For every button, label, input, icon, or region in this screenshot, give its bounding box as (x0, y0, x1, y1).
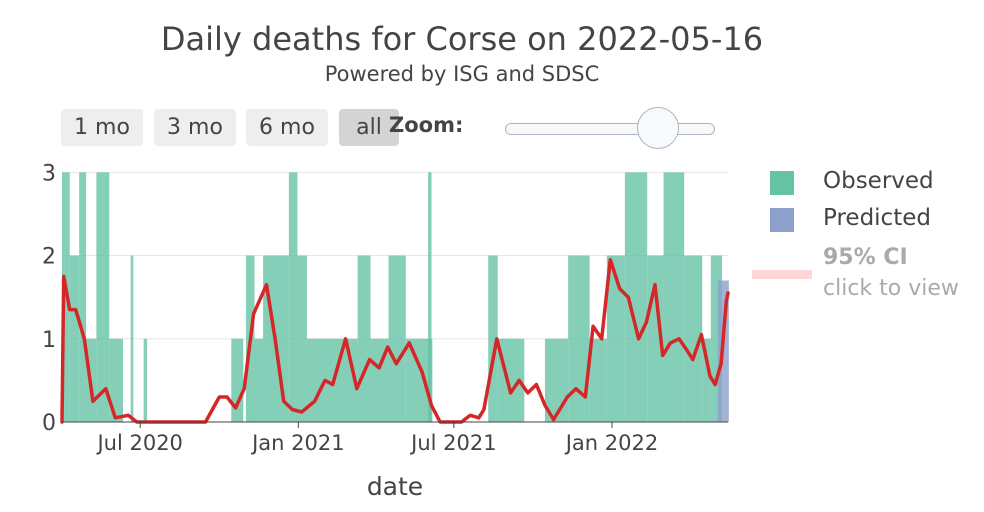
x-tick-label: Jan 2021 (250, 431, 345, 455)
observed-bar[interactable] (288, 172, 298, 422)
observed-bar[interactable] (663, 172, 685, 422)
legend-observed-swatch (770, 171, 794, 195)
observed-bar[interactable] (96, 172, 110, 422)
x-axis-title: date (366, 472, 424, 501)
zoom-3-month-button[interactable]: 3 mo (154, 109, 236, 146)
observed-bar[interactable] (79, 172, 87, 422)
legend-predicted-label: Predicted (823, 205, 931, 231)
observed-bar[interactable] (254, 338, 264, 422)
observed-bar[interactable] (69, 255, 80, 422)
x-tick-label: Jul 2020 (95, 431, 182, 455)
observed-bar[interactable] (306, 338, 334, 422)
x-tick-label: Jul 2021 (409, 431, 496, 455)
observed-bar[interactable] (624, 172, 648, 422)
observed-bar[interactable] (143, 338, 148, 422)
legend-observed-label: Observed (823, 168, 934, 194)
observed-bar[interactable] (702, 338, 711, 422)
chart-title: Daily deaths for Corse on 2022-05-16 (160, 20, 764, 58)
zoom-label: Zoom: (389, 113, 464, 137)
axes: 0 1 2 3 Jul 2020 Jan 2021 Jul 2021 Jan 2022 (42, 161, 728, 455)
zoom-all-button[interactable]: all (339, 109, 399, 146)
observed-bar[interactable] (405, 338, 433, 422)
x-tick-label: Jan 2022 (564, 431, 659, 455)
observed-bar[interactable] (297, 255, 307, 422)
observed-bar[interactable] (488, 255, 498, 422)
observed-bar[interactable] (109, 338, 124, 422)
y-tick-label: 0 (42, 411, 56, 436)
observed-bar[interactable] (684, 255, 703, 422)
observed-bar[interactable] (428, 172, 432, 422)
y-tick-label: 1 (42, 328, 56, 353)
y-tick-label: 2 (42, 245, 56, 270)
legend-ci-label[interactable]: 95% CI (823, 245, 908, 270)
observed-bar[interactable] (357, 255, 371, 422)
observed-bar[interactable] (589, 338, 607, 422)
zoom-6-month-button[interactable]: 6 mo (246, 109, 328, 146)
observed-bar[interactable] (710, 255, 722, 422)
y-tick-label: 3 (42, 161, 56, 186)
observed-bar[interactable] (568, 255, 590, 422)
zoom-slider-handle[interactable] (637, 107, 679, 149)
observed-bar[interactable] (606, 255, 625, 422)
observed-bar[interactable] (130, 255, 134, 422)
legend-predicted-swatch (770, 208, 794, 232)
observed-bar[interactable] (231, 338, 244, 422)
zoom-1-month-button[interactable]: 1 mo (61, 109, 143, 146)
chart-subtitle: Powered by ISG and SDSC (324, 62, 600, 86)
observed-bar[interactable] (388, 255, 406, 422)
legend-ci-hint[interactable]: click to view (823, 276, 959, 301)
legend-ci-swatch[interactable] (752, 270, 812, 279)
observed-bar[interactable] (544, 338, 569, 422)
